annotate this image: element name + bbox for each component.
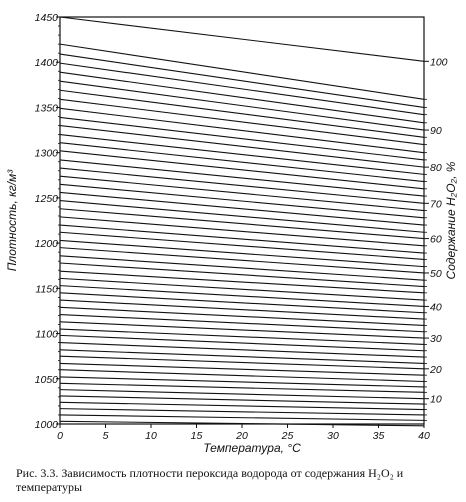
x-tick-label: 5 <box>103 430 109 442</box>
isoline-58-percent <box>59 216 425 247</box>
y-tick-label: 1350 <box>35 102 59 114</box>
y-tick-label: 1200 <box>35 238 59 250</box>
isoline-44-percent <box>59 270 425 294</box>
isoline-92-percent <box>59 71 425 124</box>
isoline-16-percent <box>59 369 425 383</box>
isoline-88-percent <box>59 89 425 138</box>
x-tick-label: 35 <box>373 430 385 442</box>
isoline-38-percent <box>59 292 425 314</box>
isoline-72-percent <box>59 159 425 197</box>
isoline-24-percent <box>59 342 425 358</box>
x-tick-label: 40 <box>418 430 430 442</box>
isoline-56-percent <box>59 224 425 254</box>
x-tick-label: 25 <box>281 430 294 442</box>
isoline-62-percent <box>59 200 425 233</box>
right-tick-label: 100 <box>430 56 448 68</box>
isoline-2-percent <box>59 414 425 421</box>
isoline-90-percent <box>59 80 425 131</box>
isoline-66-percent <box>59 183 425 219</box>
isoline-54-percent <box>59 231 425 260</box>
right-axis-title: Содержание H₂O₂, % <box>444 161 458 279</box>
x-axis-title: Температура, °С <box>203 441 301 455</box>
right-tick-label: 10 <box>430 394 442 406</box>
isoline-98-percent <box>59 43 425 100</box>
right-tick-label: 90 <box>430 125 442 137</box>
x-tick-label: 20 <box>235 430 248 442</box>
isoline-34-percent <box>59 306 425 326</box>
isoline-30-percent <box>59 321 425 339</box>
right-tick-label: 40 <box>430 301 442 313</box>
right-tick-label: 80 <box>430 162 442 174</box>
isoconcentration-lines <box>59 16 425 427</box>
isoline-28-percent <box>59 328 425 345</box>
isoline-64-percent <box>59 191 425 226</box>
x-tick-label: 0 <box>57 430 63 442</box>
y-tick-label: 1400 <box>35 57 59 69</box>
x-tick-label: 10 <box>145 430 157 442</box>
axis-ticks: 1000105011001150120012501300135014001450… <box>35 12 448 442</box>
y-tick-label: 1150 <box>35 283 58 295</box>
isoline-100-percent <box>59 16 425 62</box>
right-tick-label: 60 <box>430 234 442 246</box>
isoline-48-percent <box>59 255 425 281</box>
right-tick-label: 70 <box>430 198 442 210</box>
y-tick-label: 1450 <box>35 12 59 24</box>
y-tick-label: 1100 <box>35 329 58 341</box>
isoline-76-percent <box>59 142 425 183</box>
isoline-96-percent <box>59 53 425 108</box>
isoline-60-percent <box>59 208 425 240</box>
isoline-74-percent <box>59 150 425 190</box>
isoline-18-percent <box>59 362 425 376</box>
isoline-12-percent <box>59 382 425 393</box>
isoline-40-percent <box>59 285 425 307</box>
isoline-20-percent <box>59 355 425 370</box>
isoline-36-percent <box>59 299 425 320</box>
isoline-94-percent <box>59 62 425 116</box>
isoline-10-percent <box>59 389 425 400</box>
y-tick-label: 1300 <box>35 148 59 160</box>
isoline-46-percent <box>59 262 425 288</box>
isoline-50-percent <box>59 247 425 274</box>
isoline-6-percent <box>59 401 425 411</box>
right-tick-label: 20 <box>429 364 442 376</box>
isoline-22-percent <box>59 349 425 364</box>
isoline-68-percent <box>59 175 425 212</box>
isoline-78-percent <box>59 134 425 175</box>
isoline-86-percent <box>59 98 425 146</box>
x-tick-label: 30 <box>327 430 339 442</box>
isoline-82-percent <box>59 116 425 161</box>
isoline-42-percent <box>59 277 425 301</box>
isoline-52-percent <box>59 239 425 268</box>
right-tick-label: 30 <box>430 333 442 345</box>
right-tick-label: 50 <box>430 268 442 280</box>
y-tick-label: 1050 <box>35 374 59 386</box>
isoline-8-percent <box>59 395 425 405</box>
figure-caption: Рис. 3.3. Зависимость плотности пероксид… <box>16 466 404 494</box>
x-tick-label: 15 <box>191 430 203 442</box>
isoline-26-percent <box>59 334 425 352</box>
isoline-32-percent <box>59 314 425 333</box>
y-tick-label: 1000 <box>35 419 59 431</box>
y-axis-title: Плотность, кг/м³ <box>5 169 19 272</box>
isoline-14-percent <box>59 376 425 388</box>
isoline-4-percent <box>59 408 425 416</box>
isoline-70-percent <box>59 167 425 204</box>
isoline-80-percent <box>59 124 425 168</box>
isoline-84-percent <box>59 107 425 154</box>
y-tick-label: 1250 <box>35 193 59 205</box>
